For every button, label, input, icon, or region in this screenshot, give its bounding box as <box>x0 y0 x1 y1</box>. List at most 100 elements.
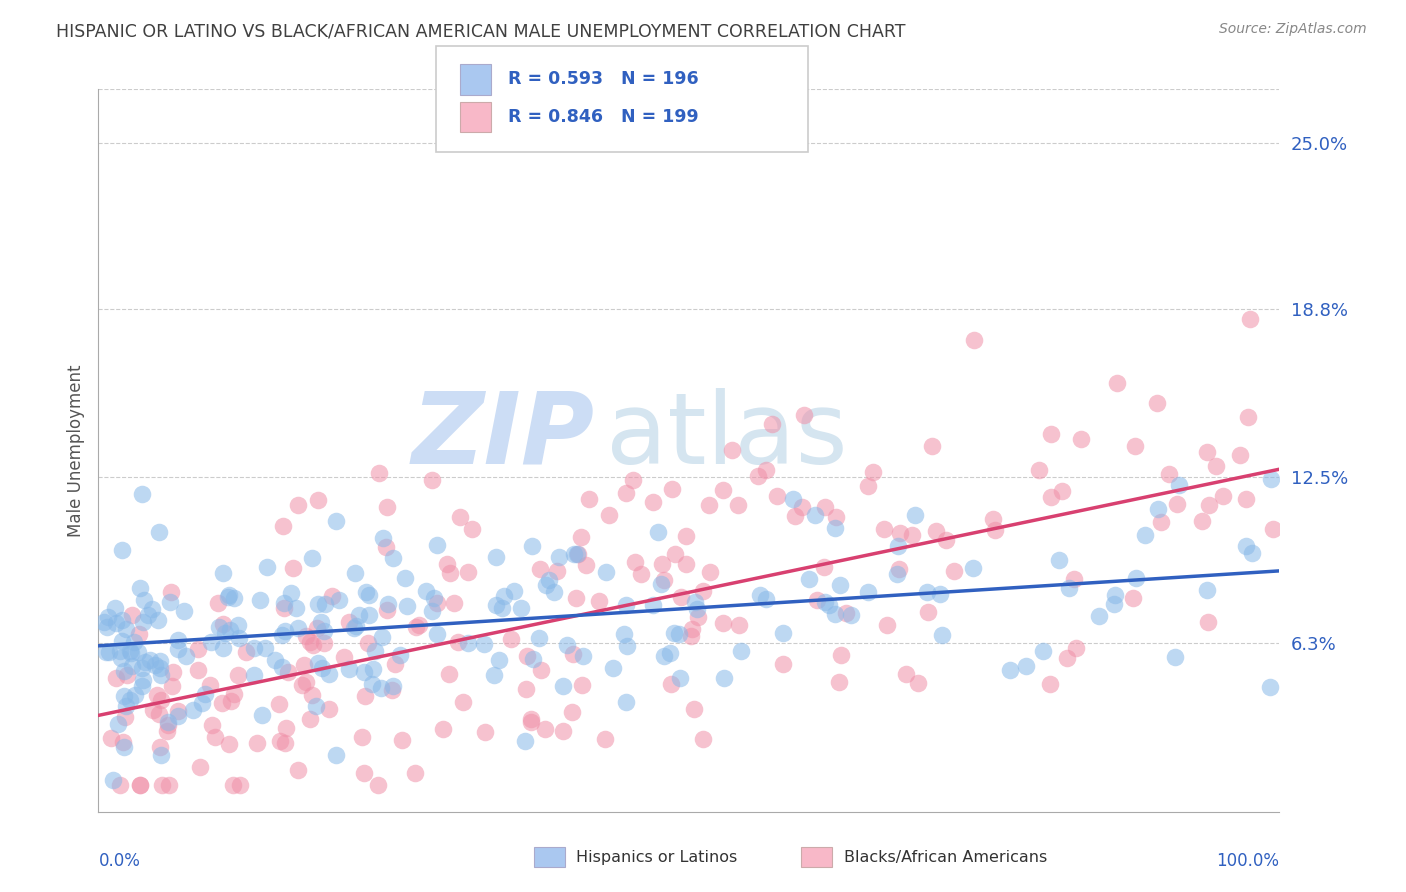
Point <box>252 707 274 722</box>
Point <box>886 566 908 581</box>
Point <box>551 679 574 693</box>
Point <box>318 667 340 681</box>
Point <box>515 734 537 748</box>
Point <box>97 644 120 658</box>
Point <box>830 648 852 662</box>
Point <box>662 626 685 640</box>
Point <box>269 734 291 748</box>
Point <box>1032 643 1054 657</box>
Point <box>173 604 195 618</box>
Point <box>284 601 307 615</box>
Point <box>294 630 316 644</box>
Point <box>318 702 340 716</box>
Point <box>295 674 318 689</box>
Point <box>160 679 183 693</box>
Point <box>305 699 328 714</box>
Point <box>156 724 179 739</box>
Point <box>121 659 143 673</box>
Point <box>681 622 703 636</box>
Point <box>675 558 697 572</box>
Point <box>1164 650 1187 665</box>
Point <box>543 585 565 599</box>
Point <box>562 547 585 561</box>
Point <box>1239 312 1261 326</box>
Point <box>301 550 323 565</box>
Point <box>790 500 813 514</box>
Point <box>1039 426 1062 441</box>
Point <box>166 709 188 723</box>
Point <box>134 655 156 669</box>
Point <box>339 615 361 630</box>
Text: atlas: atlas <box>606 387 848 484</box>
Point <box>307 656 329 670</box>
Point <box>132 673 155 687</box>
Point <box>1234 491 1257 506</box>
Point <box>772 657 794 671</box>
Point <box>562 647 585 661</box>
Point <box>217 590 239 604</box>
Point <box>188 760 211 774</box>
Point <box>439 566 461 580</box>
Point <box>148 739 170 754</box>
Point <box>830 578 852 592</box>
Point <box>804 508 827 522</box>
Point <box>664 547 686 561</box>
Text: R = 0.846   N = 199: R = 0.846 N = 199 <box>508 108 699 126</box>
Point <box>1125 571 1147 585</box>
Point <box>128 778 150 792</box>
Point <box>858 584 880 599</box>
Point <box>122 634 145 648</box>
Point <box>1050 484 1073 499</box>
Point <box>1191 515 1213 529</box>
Point <box>1028 463 1050 477</box>
Point <box>553 723 575 738</box>
Point <box>150 778 173 792</box>
Point <box>654 648 676 663</box>
Point <box>129 581 152 595</box>
Point <box>107 717 129 731</box>
Point <box>94 645 117 659</box>
Point <box>136 608 159 623</box>
Point <box>200 635 222 649</box>
Point <box>211 697 233 711</box>
Point <box>697 499 720 513</box>
Point <box>782 492 804 507</box>
Point <box>727 499 749 513</box>
Point <box>382 679 405 693</box>
Point <box>1167 478 1189 492</box>
Point <box>828 675 851 690</box>
Point <box>167 704 190 718</box>
Point <box>371 630 394 644</box>
Point <box>115 698 138 713</box>
Point <box>1088 608 1111 623</box>
Point <box>375 500 398 514</box>
Point <box>650 577 672 591</box>
Point <box>1122 591 1144 606</box>
Point <box>214 626 236 640</box>
Point <box>219 694 242 708</box>
Point <box>904 508 927 522</box>
Point <box>352 730 374 744</box>
Point <box>339 662 361 676</box>
Point <box>652 573 675 587</box>
Point <box>361 662 384 676</box>
Point <box>595 565 617 579</box>
Point <box>783 509 806 524</box>
Point <box>110 613 132 627</box>
Point <box>793 409 815 423</box>
Point <box>357 636 380 650</box>
Point <box>862 466 884 480</box>
Point <box>360 676 382 690</box>
Point <box>281 560 304 574</box>
Point <box>228 631 250 645</box>
Point <box>292 657 315 672</box>
Point <box>354 585 377 599</box>
Point <box>426 596 449 610</box>
Point <box>97 610 120 624</box>
Point <box>325 748 347 763</box>
Point <box>534 577 557 591</box>
Text: ZIP: ZIP <box>412 387 595 484</box>
Point <box>457 635 479 649</box>
Point <box>127 645 149 659</box>
Point <box>235 645 257 659</box>
